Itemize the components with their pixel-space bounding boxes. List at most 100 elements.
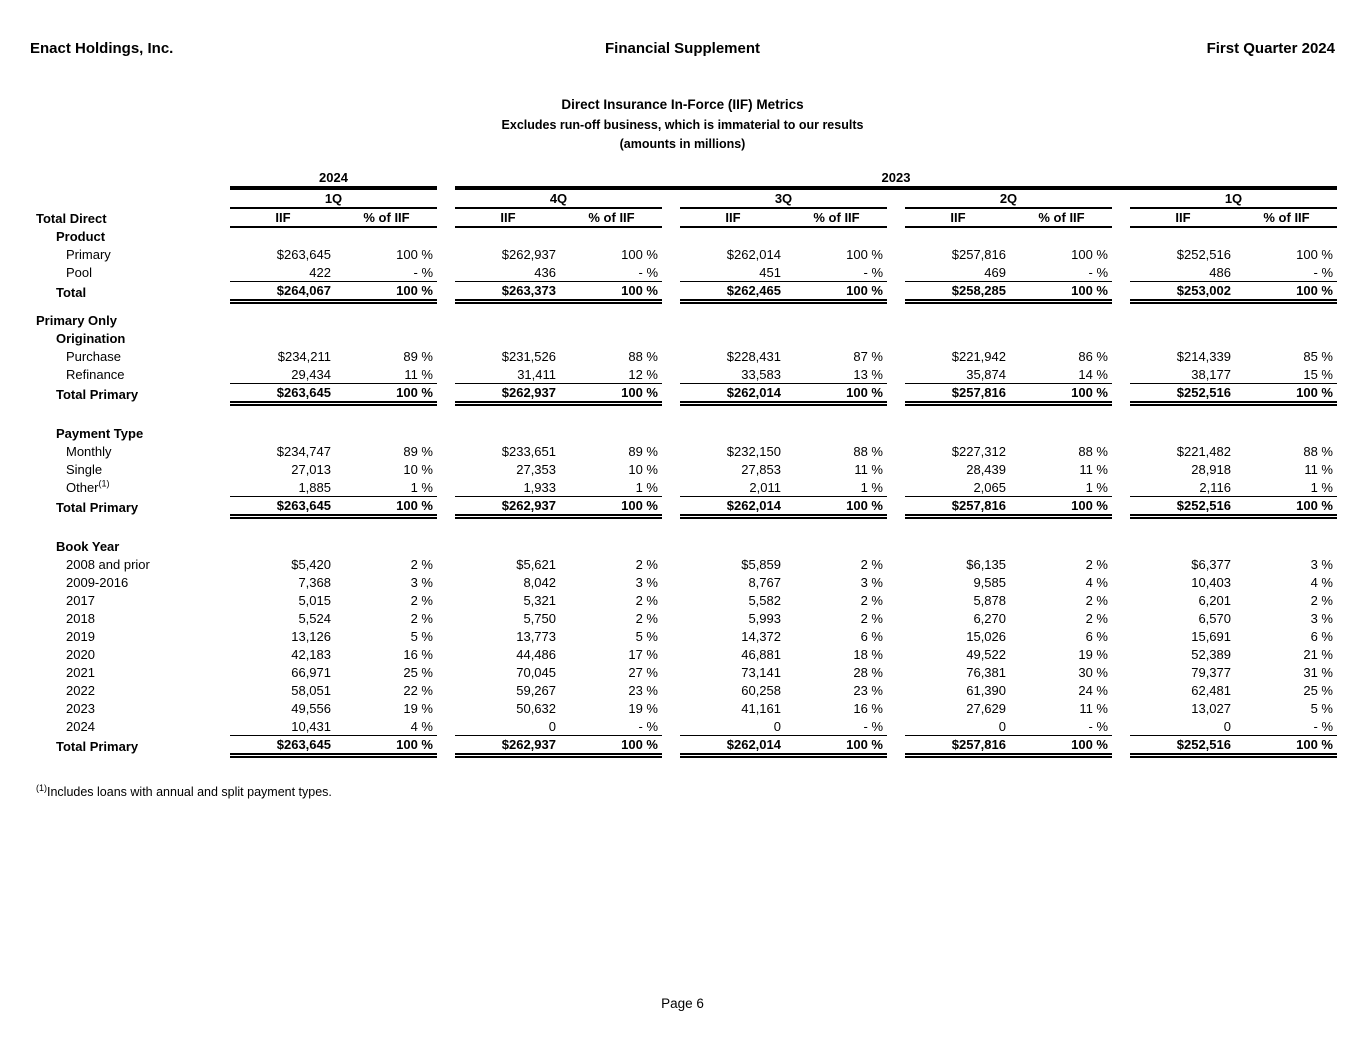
iif-value: 486: [1130, 263, 1236, 282]
pct-value: 100 %: [846, 247, 883, 262]
pct-value: 4 %: [1085, 575, 1108, 590]
pct-value: 30 %: [1078, 665, 1108, 680]
column-gap: [662, 347, 680, 365]
iif-value: $253,002: [1130, 281, 1236, 304]
column-gap: [662, 699, 680, 717]
pct-value: 85 %: [1303, 349, 1333, 364]
row-label: 2008 and prior: [66, 557, 150, 572]
iif-value: 0: [1130, 717, 1236, 736]
iif-value: $227,312: [951, 444, 1006, 459]
column-gap: [437, 717, 455, 735]
iif-value: $232,150: [726, 444, 781, 459]
iif-value: 5,015: [298, 593, 331, 608]
column-gap: [437, 609, 455, 627]
column-gap: [887, 627, 905, 645]
column-gap: [887, 717, 905, 735]
pct-value: 11 %: [1304, 462, 1333, 477]
iif-value: 5,321: [523, 593, 556, 608]
pct-value: 89 %: [403, 444, 433, 459]
iif-value: 13,027: [1191, 701, 1231, 716]
row-label: Primary: [66, 247, 111, 262]
pct-value: 10 %: [628, 462, 658, 477]
row-label: Monthly: [66, 444, 112, 459]
column-gap: [662, 681, 680, 699]
pct-value: 6 %: [1085, 629, 1108, 644]
row-label: Total Primary: [56, 387, 139, 402]
pct-value: 11 %: [1079, 462, 1108, 477]
pct-value: 3 %: [1310, 557, 1333, 572]
pct-value: 2 %: [410, 611, 433, 626]
pct-value: 3 %: [1310, 611, 1333, 626]
page-header: Enact Holdings, Inc. Financial Supplemen…: [30, 40, 1335, 60]
iif-value: 62,481: [1191, 683, 1231, 698]
iif-value: 76,381: [966, 665, 1006, 680]
pct-value: 100 %: [336, 383, 437, 406]
column-gap: [887, 383, 905, 403]
iif-value: 46,881: [741, 647, 781, 662]
column-gap: [1112, 263, 1130, 281]
pct-value: 19 %: [628, 701, 658, 716]
iif-value: 49,522: [966, 647, 1006, 662]
column-gap: [662, 663, 680, 681]
column-gap: [887, 573, 905, 591]
pct-value: 100 %: [1011, 281, 1112, 304]
pct-value: 2 %: [1085, 593, 1108, 608]
iif-value: 15,026: [966, 629, 1006, 644]
pct-value: - %: [786, 717, 887, 736]
iif-value: $263,645: [276, 247, 331, 262]
column-gap: [1112, 717, 1130, 735]
column-gap: [887, 663, 905, 681]
column-gap: [1112, 460, 1130, 478]
iif-value: 2,011: [680, 478, 786, 497]
row-label: 2023: [66, 701, 95, 716]
pct-value: 6 %: [860, 629, 883, 644]
iif-value: $252,516: [1176, 247, 1231, 262]
column-gap: [437, 281, 455, 301]
units-note: (amounts in millions): [619, 137, 746, 151]
iif-value: $262,465: [680, 281, 786, 304]
iif-value: 60,258: [741, 683, 781, 698]
footnote: (1)Includes loans with annual and split …: [36, 783, 332, 799]
pct-value: 2 %: [410, 593, 433, 608]
iif-value: 0: [680, 717, 786, 736]
iif-value: $231,526: [501, 349, 556, 364]
pct-value: 100 %: [1011, 383, 1112, 406]
table-subtitle: Excludes run-off business, which is imma…: [501, 118, 864, 132]
spacer-row: [36, 516, 1337, 537]
pct-value: 100 %: [1296, 247, 1333, 262]
iif-value: $234,747: [276, 444, 331, 459]
pct-value: 86 %: [1078, 349, 1108, 364]
column-gap: [887, 188, 905, 208]
pct-value: 2 %: [860, 593, 883, 608]
row-label: Total Primary: [56, 500, 139, 515]
iif-value: 469: [905, 263, 1011, 282]
column-gap: [437, 627, 455, 645]
year-header-2023: 2023: [455, 167, 1337, 190]
column-gap: [1112, 478, 1130, 496]
iif-value: $257,816: [905, 735, 1011, 758]
row-label: 2019: [66, 629, 95, 644]
column-gap: [662, 735, 680, 755]
iif-value: 5,750: [523, 611, 556, 626]
row-label: 2024: [66, 719, 95, 734]
column-gap: [662, 496, 680, 516]
pct-value: 1 %: [1011, 478, 1112, 497]
pct-value: 1 %: [786, 478, 887, 497]
pct-value: 2 %: [635, 593, 658, 608]
iif-value: 79,377: [1191, 665, 1231, 680]
column-gap: [1112, 383, 1130, 403]
row-label: Origination: [56, 331, 126, 346]
iif-value: 27,853: [741, 462, 781, 477]
pct-value: 4 %: [336, 717, 437, 736]
corner-empty: [36, 167, 230, 188]
column-gap: [1112, 699, 1130, 717]
col-header-pct: % of IIF: [336, 208, 437, 228]
pct-value: 6 %: [1310, 629, 1333, 644]
iif-value: 52,389: [1191, 647, 1231, 662]
quarter-header: 3Q: [680, 188, 887, 209]
col-header-pct: % of IIF: [561, 208, 662, 228]
column-gap: [1112, 573, 1130, 591]
column-gap: [1112, 645, 1130, 663]
column-gap: [887, 735, 905, 755]
iif-value: 10,431: [230, 717, 336, 736]
